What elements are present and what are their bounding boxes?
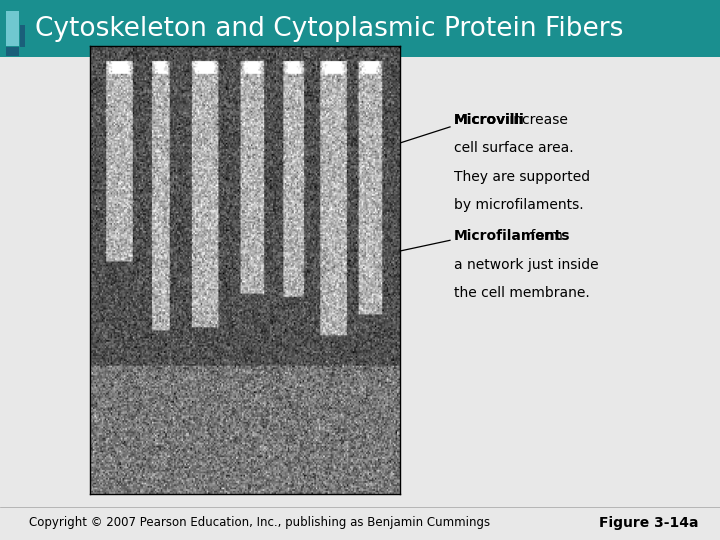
- Text: Cytoskeleton and Cytoplasmic Protein Fibers: Cytoskeleton and Cytoplasmic Protein Fib…: [35, 16, 623, 42]
- Text: They are supported: They are supported: [454, 170, 590, 184]
- Text: Microvilli: Microvilli: [454, 113, 524, 127]
- Text: Microvilli increase
cell surface area.
They are supported
by microfilaments.: Microvilli increase cell surface area. T…: [454, 113, 590, 176]
- Text: a network just inside: a network just inside: [454, 258, 598, 272]
- Text: Microvilli: Microvilli: [454, 113, 524, 127]
- Bar: [20, 25, 25, 47]
- Text: Microfilaments: Microfilaments: [454, 230, 570, 244]
- Text: form: form: [526, 230, 563, 244]
- Text: increase: increase: [505, 113, 568, 127]
- Text: (a): (a): [97, 49, 118, 64]
- Bar: [0, 0, 720, 57]
- Text: Copyright © 2007 Pearson Education, Inc., publishing as Benjamin Cummings: Copyright © 2007 Pearson Education, Inc.…: [29, 516, 490, 529]
- Text: the cell membrane.: the cell membrane.: [454, 286, 590, 300]
- Text: Figure 3-14a: Figure 3-14a: [599, 516, 698, 530]
- Bar: [6, 11, 19, 46]
- Text: by microfilaments.: by microfilaments.: [454, 198, 583, 212]
- Text: cell surface area.: cell surface area.: [454, 141, 573, 156]
- Bar: [6, 47, 19, 56]
